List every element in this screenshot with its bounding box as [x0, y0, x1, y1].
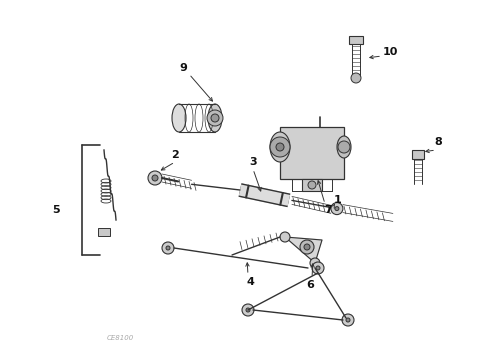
Circle shape: [280, 232, 290, 242]
Ellipse shape: [270, 132, 290, 162]
Circle shape: [308, 181, 316, 189]
Bar: [98, 228, 110, 236]
Text: 7: 7: [324, 205, 332, 215]
Text: 9: 9: [179, 63, 187, 73]
Circle shape: [316, 266, 320, 270]
Circle shape: [148, 171, 162, 185]
Circle shape: [152, 175, 158, 181]
Circle shape: [312, 262, 324, 274]
Bar: [349, 36, 363, 44]
Bar: [412, 150, 424, 159]
Polygon shape: [285, 237, 322, 263]
Text: 10: 10: [382, 47, 398, 57]
Circle shape: [300, 240, 314, 254]
Ellipse shape: [208, 104, 222, 132]
Text: 5: 5: [52, 205, 60, 215]
Circle shape: [242, 304, 254, 316]
Circle shape: [270, 137, 290, 157]
Circle shape: [162, 242, 174, 254]
Text: 1: 1: [334, 195, 342, 205]
Circle shape: [207, 110, 223, 126]
Circle shape: [276, 143, 284, 151]
Circle shape: [304, 244, 310, 250]
Circle shape: [342, 314, 354, 326]
Bar: [302, 179, 322, 191]
Circle shape: [351, 73, 361, 83]
Circle shape: [331, 203, 343, 215]
Circle shape: [335, 207, 339, 211]
Circle shape: [166, 246, 170, 250]
Circle shape: [211, 114, 219, 122]
Ellipse shape: [172, 104, 186, 132]
Circle shape: [310, 258, 320, 268]
Text: 8: 8: [434, 137, 442, 147]
Bar: [280, 127, 344, 179]
Text: CE8100: CE8100: [106, 335, 134, 341]
Ellipse shape: [337, 136, 351, 158]
Text: 3: 3: [249, 157, 257, 167]
Text: 2: 2: [171, 150, 179, 160]
Circle shape: [338, 141, 350, 153]
Text: 6: 6: [306, 280, 314, 290]
Text: 4: 4: [246, 277, 254, 287]
Circle shape: [346, 318, 350, 322]
Circle shape: [246, 308, 250, 312]
